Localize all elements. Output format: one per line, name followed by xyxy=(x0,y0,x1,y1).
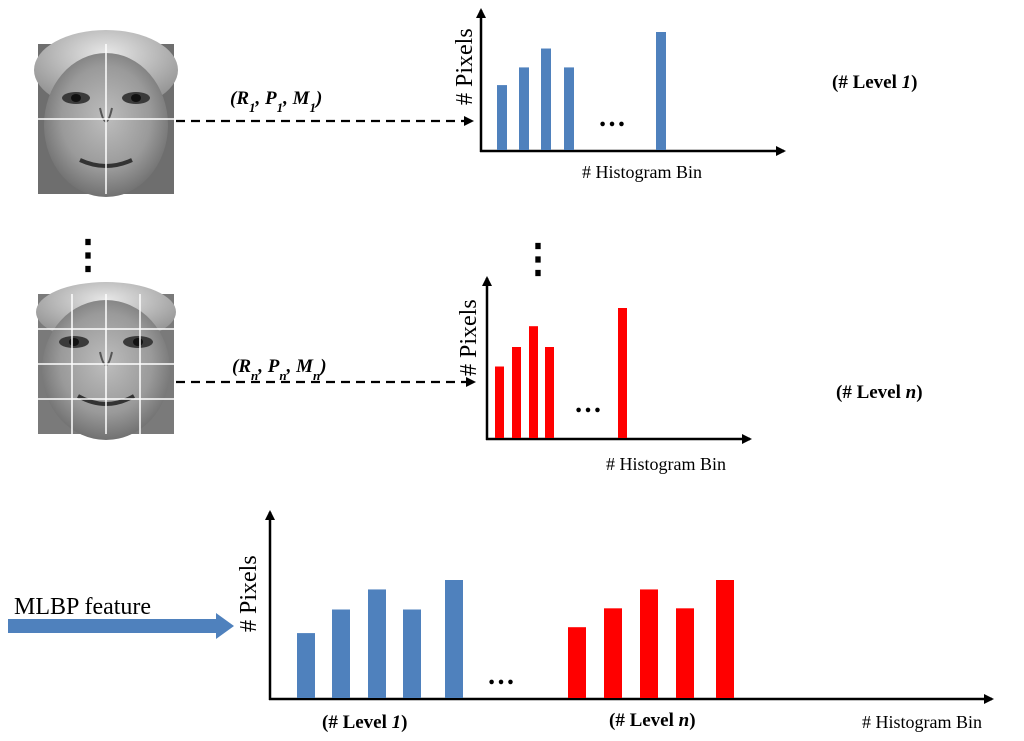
group-label-level-1: (# Level 1) xyxy=(322,712,407,733)
y-label-level-1: # Pixels xyxy=(452,28,478,105)
combined-level-1-bar-1 xyxy=(297,633,315,698)
level-n-bar-2 xyxy=(512,347,521,438)
level-1-bar-1 xyxy=(497,85,507,150)
x-label-combined: # Histogram Bin xyxy=(862,712,982,732)
vertical-ellipsis-middle: ⋮ xyxy=(518,236,558,281)
level-n-bar-4 xyxy=(545,347,554,438)
combined-level-n-bar-1 xyxy=(568,627,586,698)
combined-level-1-bar-4 xyxy=(403,609,421,698)
x-label-level-1: # Histogram Bin xyxy=(582,162,702,182)
params-level-n: (Rn, Pn, Mn) xyxy=(232,356,327,383)
histogram-level-1: … # Pixels # Histogram Bin xyxy=(452,8,786,182)
level-1-bar-4 xyxy=(564,67,574,150)
group-label-level-n: (# Level n) xyxy=(609,710,696,731)
vertical-ellipsis-left: ⋮ xyxy=(68,232,108,277)
y-label-level-n: # Pixels xyxy=(456,299,482,376)
ellipsis-combined: … xyxy=(487,660,515,691)
combined-level-n-bar-3 xyxy=(640,589,658,698)
combined-level-n-bar-4 xyxy=(676,608,694,698)
combined-level-n-bar-2 xyxy=(604,608,622,698)
face-grid-level-1 xyxy=(38,44,174,194)
ellipsis-level-n: … xyxy=(574,388,602,419)
combined-level-n-bar-5 xyxy=(716,580,734,698)
params-level-1: (R1, P1, M1) xyxy=(230,88,322,115)
ellipsis-level-1: … xyxy=(598,102,626,133)
combined-level-1-bar-5 xyxy=(445,580,463,698)
level-1-bar-2 xyxy=(519,67,529,150)
histogram-level-n: … # Pixels # Histogram Bin xyxy=(456,276,752,474)
x-label-level-n: # Histogram Bin xyxy=(606,454,726,474)
y-label-combined: # Pixels xyxy=(236,555,262,632)
level-1-bar-5 xyxy=(656,32,666,150)
combined-level-1-bar-3 xyxy=(368,589,386,698)
face-image-level-n xyxy=(36,282,176,440)
level-1-bar-3 xyxy=(541,48,551,150)
histogram-combined: … # Pixels # Histogram Bin (# Level 1) (… xyxy=(236,510,994,733)
level-tag-n: (# Level n) xyxy=(836,382,923,403)
face-image-level-1 xyxy=(34,30,178,197)
level-n-bar-5 xyxy=(618,308,627,438)
level-n-bar-3 xyxy=(529,326,538,438)
face-grid-level-n xyxy=(38,294,174,434)
mlbp-feature-label: MLBP feature xyxy=(14,594,151,620)
level-tag-1: (# Level 1) xyxy=(832,72,917,93)
mlbp-input: MLBP feature xyxy=(8,594,234,639)
mlbp-feature-arrow xyxy=(8,613,234,639)
combined-level-1-bar-2 xyxy=(332,609,350,698)
level-n-bar-1 xyxy=(495,366,504,438)
